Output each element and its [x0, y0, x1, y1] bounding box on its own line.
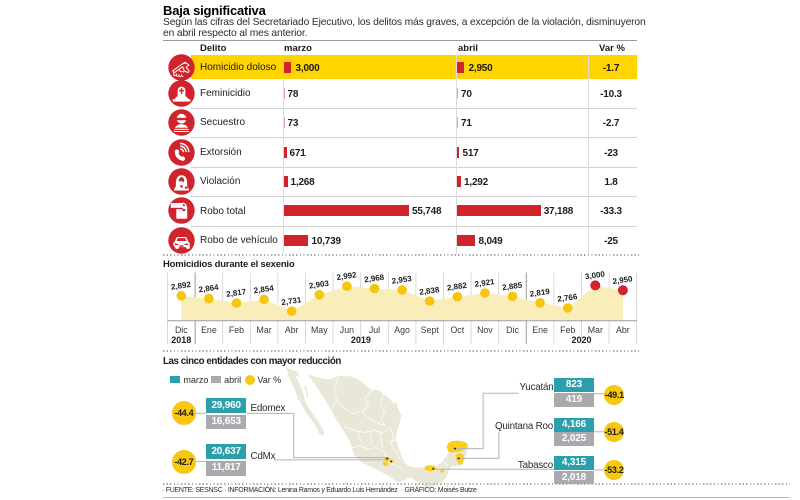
svg-text:2,838: 2,838 — [419, 285, 441, 297]
svg-text:Jun: Jun — [340, 325, 354, 335]
svg-text:2,921: 2,921 — [474, 277, 496, 289]
svg-text:Ene: Ene — [201, 325, 217, 335]
svg-text:Feb: Feb — [229, 325, 244, 335]
svg-text:2,864: 2,864 — [198, 283, 220, 295]
svg-text:Ene: Ene — [532, 325, 548, 335]
svg-text:2,731: 2,731 — [281, 295, 303, 307]
svg-text:Feb: Feb — [560, 325, 575, 335]
svg-text:2,854: 2,854 — [253, 283, 275, 295]
svg-text:Mar: Mar — [257, 325, 272, 335]
svg-text:2,968: 2,968 — [364, 273, 386, 285]
svg-text:2,819: 2,819 — [529, 287, 551, 299]
svg-text:2,953: 2,953 — [391, 274, 413, 286]
svg-text:2020: 2020 — [571, 335, 591, 345]
svg-text:Abr: Abr — [616, 325, 630, 335]
svg-text:2,817: 2,817 — [226, 287, 248, 299]
svg-text:Ago: Ago — [394, 325, 410, 335]
svg-text:3,000: 3,000 — [584, 269, 606, 281]
svg-text:2019: 2019 — [351, 335, 371, 345]
svg-text:Dic: Dic — [175, 325, 188, 335]
svg-text:2,885: 2,885 — [502, 280, 524, 292]
svg-text:2,882: 2,882 — [446, 281, 468, 293]
svg-text:2,950: 2,950 — [612, 274, 634, 286]
svg-text:2,892: 2,892 — [170, 280, 192, 292]
svg-text:Sept: Sept — [421, 325, 440, 335]
svg-text:2,903: 2,903 — [308, 279, 330, 291]
svg-text:Nov: Nov — [477, 325, 493, 335]
svg-text:May: May — [311, 325, 328, 335]
svg-text:Dic: Dic — [506, 325, 519, 335]
svg-text:2018: 2018 — [171, 335, 191, 345]
svg-text:Jul: Jul — [369, 325, 380, 335]
svg-text:2,766: 2,766 — [557, 292, 579, 304]
svg-text:2,992: 2,992 — [336, 270, 358, 282]
svg-text:Mar: Mar — [588, 325, 603, 335]
svg-text:Oct: Oct — [450, 325, 464, 335]
svg-text:Abr: Abr — [285, 325, 299, 335]
